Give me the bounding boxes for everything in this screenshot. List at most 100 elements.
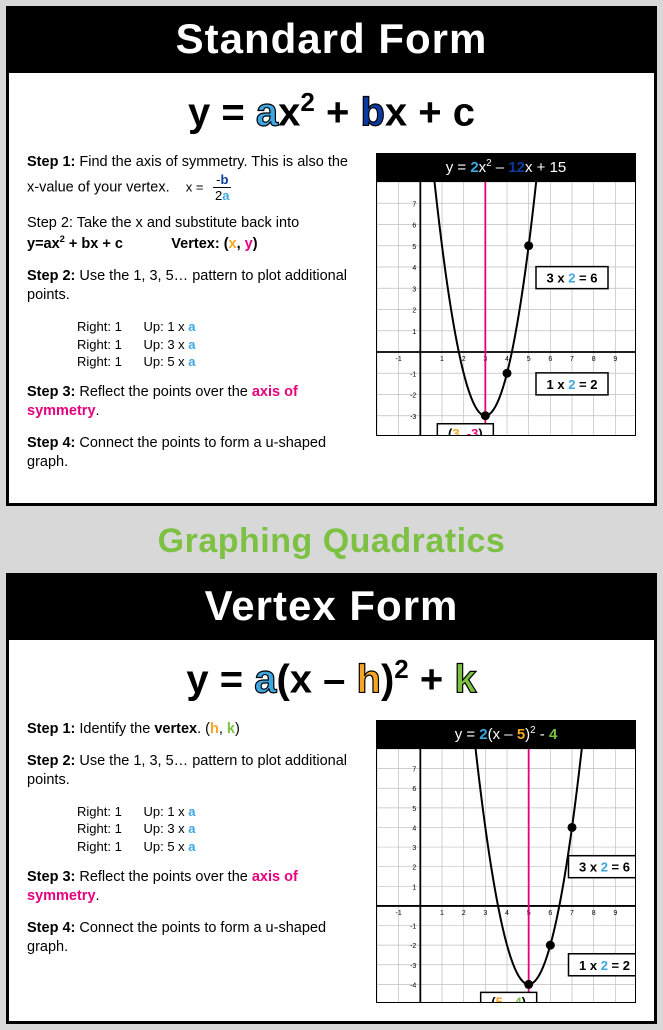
- svg-text:5: 5: [527, 356, 531, 363]
- h: 5: [517, 726, 525, 743]
- eq-text: y =: [188, 90, 256, 134]
- step1: Step 1: Find the axis of symmetry. This …: [27, 153, 362, 202]
- b: 12: [508, 159, 525, 176]
- vertex-title: Vertex Form: [9, 576, 654, 640]
- b: b: [220, 172, 228, 187]
- a: a: [188, 821, 195, 836]
- svg-text:4: 4: [505, 356, 509, 363]
- t: y=ax: [27, 236, 60, 252]
- svg-text:(5, -4): (5, -4): [491, 995, 526, 1004]
- a: a: [188, 839, 195, 854]
- eq-b: b: [360, 90, 384, 134]
- p: Right: 1: [77, 804, 122, 819]
- svg-text:4: 4: [412, 265, 416, 272]
- svg-text:4: 4: [505, 910, 509, 917]
- svg-text:3: 3: [412, 287, 416, 294]
- eq-exp: 2: [300, 87, 314, 117]
- svg-text:7: 7: [570, 356, 574, 363]
- svg-text:9: 9: [613, 356, 617, 363]
- a: a: [188, 337, 195, 352]
- standard-content: Step 1: Find the axis of symmetry. This …: [9, 153, 654, 503]
- svg-text:6: 6: [548, 910, 552, 917]
- svg-text:2: 2: [462, 356, 466, 363]
- vertex-equation: y = a(x – h)2 + k: [9, 640, 654, 720]
- p: Right: 1: [77, 839, 122, 854]
- a: a: [188, 804, 195, 819]
- svg-text:2: 2: [462, 910, 466, 917]
- svg-text:6: 6: [412, 223, 416, 230]
- step4: Step 4: Connect the points to form a u-s…: [27, 434, 362, 473]
- t: x + 15: [525, 159, 566, 176]
- t: (x –: [276, 657, 356, 701]
- t: +: [409, 657, 455, 701]
- svg-text:1: 1: [412, 329, 416, 336]
- t: Step 2: Take the x and substitute back i…: [27, 215, 299, 231]
- a: 2: [479, 726, 487, 743]
- a: a: [188, 354, 195, 369]
- t: Identify the: [75, 721, 154, 737]
- vertex-content: Step 1: Identify the vertex. (h, k) Step…: [9, 720, 654, 1021]
- eq-text: x: [278, 90, 300, 134]
- step3: Step 3: Reflect the points over the axis…: [27, 868, 362, 907]
- k: k: [454, 657, 476, 701]
- vertex-graph: -1123456789-4-3-2-112345673 x 2 = 61 x 2…: [376, 748, 636, 1003]
- t: vertex: [154, 721, 197, 737]
- pattern-block: Right: 1 Up: 1 x a Right: 1 Up: 3 x a Ri…: [27, 318, 362, 371]
- frac-x: x =: [186, 179, 207, 194]
- t: y =: [455, 726, 480, 743]
- svg-text:7: 7: [570, 910, 574, 917]
- svg-text:2: 2: [412, 865, 416, 872]
- t: ): [235, 721, 240, 737]
- svg-text:5: 5: [412, 244, 416, 251]
- t: + bx + c: [65, 236, 123, 252]
- svg-text:8: 8: [592, 356, 596, 363]
- vy: y: [245, 236, 253, 252]
- t: Reflect the points over the: [75, 384, 252, 400]
- step-label: Step 4:: [27, 435, 75, 451]
- t: Reflect the points over the: [75, 869, 252, 885]
- svg-text:-1: -1: [410, 924, 416, 931]
- vertex-form-card: Vertex Form y = a(x – h)2 + k Step 1: Id…: [6, 573, 657, 1024]
- a: a: [254, 657, 276, 701]
- svg-text:3: 3: [483, 910, 487, 917]
- k: 4: [549, 726, 557, 743]
- l: Step 3:: [27, 869, 75, 885]
- t: (x –: [488, 726, 517, 743]
- svg-text:3 x 2 = 6: 3 x 2 = 6: [547, 271, 598, 286]
- step2: Step 2: Use the 1, 3, 5… pattern to plot…: [27, 267, 362, 306]
- vertex-graph-header: y = 2(x – 5)2 - 4: [376, 720, 636, 748]
- step-text: Use the 1, 3, 5… pattern to plot additio…: [27, 268, 347, 304]
- standard-graph: -1123456789-3-2-112345673 x 2 = 61 x 2 =…: [376, 181, 636, 436]
- step3: Step 3: Reflect the points over the axis…: [27, 383, 362, 422]
- frac-den: 2a: [213, 188, 231, 202]
- svg-text:-2: -2: [410, 393, 416, 400]
- svg-text:9: 9: [613, 910, 617, 917]
- t: y =: [446, 159, 471, 176]
- step2: Step 2: Use the 1, 3, 5… pattern to plot…: [27, 752, 362, 791]
- p: Right: 1: [77, 354, 122, 369]
- p: Up: 3 x: [143, 821, 188, 836]
- p: Right: 1: [77, 337, 122, 352]
- p: Right: 1: [77, 319, 122, 334]
- svg-text:6: 6: [548, 356, 552, 363]
- standard-equation: y = ax2 + bx + c: [9, 73, 654, 153]
- p: Up: 5 x: [143, 354, 188, 369]
- p: Up: 5 x: [143, 839, 188, 854]
- svg-text:4: 4: [412, 826, 416, 833]
- standard-title: Standard Form: [9, 9, 654, 73]
- svg-text:2: 2: [412, 308, 416, 315]
- standard-graph-wrap: y = 2x2 – 12x + 15 -1123456789-3-2-11234…: [376, 153, 636, 485]
- step-label: Step 2:: [27, 268, 75, 284]
- svg-text:6: 6: [412, 786, 416, 793]
- eq-a: a: [256, 90, 278, 134]
- svg-text:3: 3: [412, 845, 416, 852]
- p: Up: 1 x: [143, 804, 188, 819]
- k: k: [227, 721, 235, 737]
- pattern-block: Right: 1 Up: 1 x a Right: 1 Up: 3 x a Ri…: [27, 803, 362, 856]
- svg-text:-1: -1: [396, 910, 402, 917]
- svg-text:7: 7: [412, 202, 416, 209]
- t: y =: [186, 657, 254, 701]
- vertex-graph-wrap: y = 2(x – 5)2 - 4 -1123456789-4-3-2-1123…: [376, 720, 636, 1003]
- l: Step 1:: [27, 721, 75, 737]
- l: Step 4:: [27, 920, 75, 936]
